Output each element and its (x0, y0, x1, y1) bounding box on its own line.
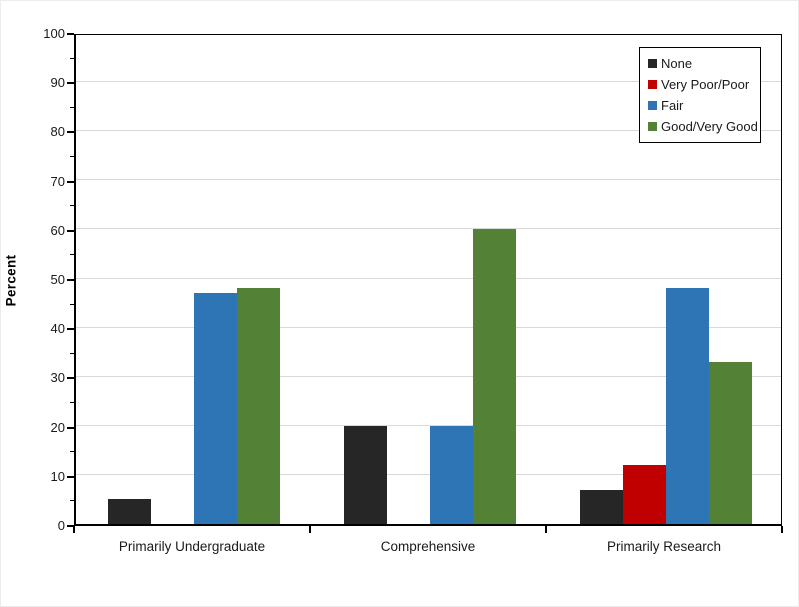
legend-item: Fair (648, 95, 752, 116)
y-tick (67, 476, 74, 478)
y-tick-label: 20 (50, 420, 65, 435)
y-tick (70, 304, 74, 305)
legend-swatch (648, 59, 657, 68)
x-tick (73, 526, 75, 533)
y-tick (67, 377, 74, 379)
y-tick (70, 451, 74, 452)
y-tick (67, 427, 74, 429)
y-tick-label: 50 (50, 272, 65, 287)
legend: None Very Poor/Poor Fair Good/Very Good (639, 47, 761, 143)
bar (430, 426, 473, 524)
gridline (76, 80, 781, 82)
y-tick (70, 205, 74, 206)
category-label: Comprehensive (380, 539, 476, 554)
legend-label: Very Poor/Poor (661, 77, 750, 92)
y-tick (67, 82, 74, 84)
y-tick (70, 58, 74, 59)
x-tick (781, 526, 783, 533)
bar (344, 426, 387, 524)
legend-swatch (648, 80, 657, 89)
x-tick (545, 526, 547, 533)
y-tick (70, 402, 74, 403)
y-tick-label: 60 (50, 223, 65, 238)
gridline (76, 228, 781, 230)
legend-swatch (648, 122, 657, 131)
y-tick (67, 525, 74, 527)
y-tick-label: 30 (50, 370, 65, 385)
category-label: Primarily Research (606, 539, 722, 554)
bar (623, 465, 666, 524)
legend-label: None (661, 56, 693, 71)
gridline (76, 425, 781, 427)
y-tick (67, 328, 74, 330)
bar (194, 293, 237, 524)
bar (580, 490, 623, 524)
y-tick (70, 500, 74, 501)
y-tick (70, 254, 74, 255)
bar (473, 229, 516, 524)
gridline (76, 179, 781, 181)
gridline (76, 129, 781, 131)
y-tick (67, 33, 74, 35)
legend-label: Good/Very Good (661, 119, 758, 134)
legend-label: Fair (661, 98, 684, 113)
legend-item: None (648, 53, 752, 74)
gridline (76, 375, 781, 377)
gridline (76, 326, 781, 328)
legend-item: Good/Very Good (648, 116, 758, 137)
y-tick (70, 107, 74, 108)
y-tick (70, 353, 74, 354)
bar (108, 499, 151, 524)
x-tick (309, 526, 311, 533)
y-tick (67, 230, 74, 232)
y-tick-label: 90 (50, 75, 65, 90)
y-tick-label: 0 (57, 518, 65, 533)
gridline (76, 277, 781, 279)
bar (709, 362, 752, 524)
y-tick-label: 100 (43, 26, 65, 41)
y-tick-label: 70 (50, 174, 65, 189)
category-label: Primarily Undergraduate (118, 539, 266, 554)
bar (237, 288, 280, 524)
gridline (76, 474, 781, 476)
legend-item: Very Poor/Poor (648, 74, 752, 95)
y-tick (70, 156, 74, 157)
y-tick-label: 80 (50, 124, 65, 139)
y-tick (67, 131, 74, 133)
y-tick-label: 10 (50, 469, 65, 484)
y-tick-label: 40 (50, 321, 65, 336)
legend-swatch (648, 101, 657, 110)
bar (666, 288, 709, 524)
y-tick (67, 279, 74, 281)
y-tick (67, 181, 74, 183)
y-axis-title: Percent (3, 254, 19, 307)
